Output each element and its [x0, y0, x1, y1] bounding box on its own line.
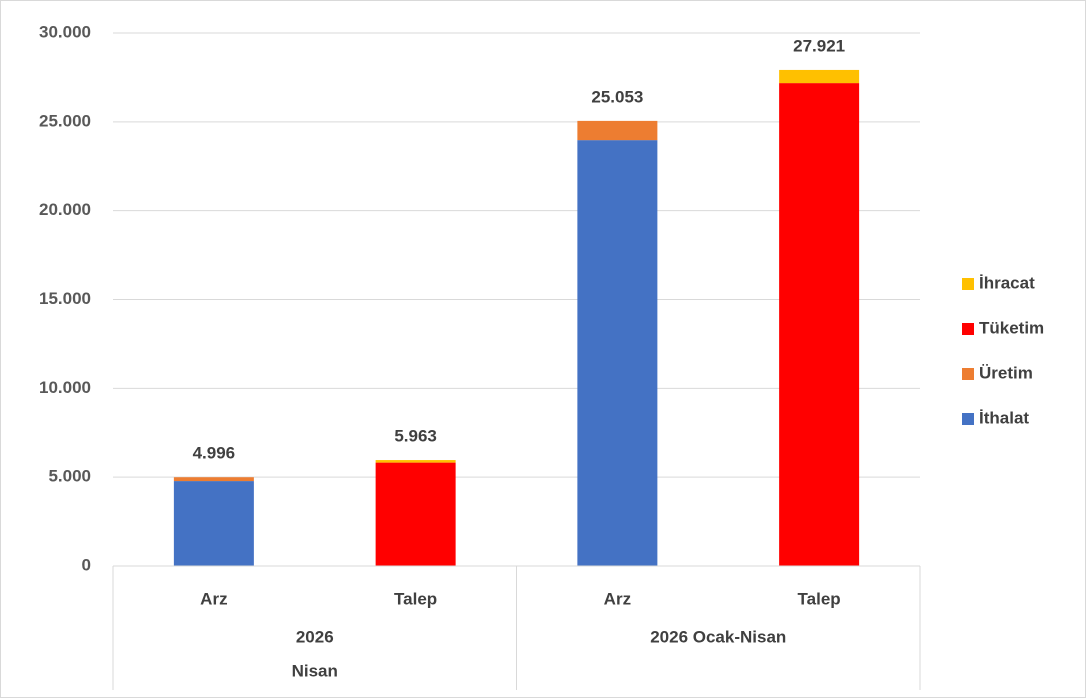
legend-swatch [962, 368, 974, 380]
legend-label: İthalat [979, 408, 1029, 427]
y-tick-label: 0 [82, 555, 91, 574]
x-tick-label: Talep [798, 589, 841, 608]
total-label: 25.053 [591, 87, 643, 106]
bar-segment [173, 477, 254, 482]
group-label: 2026 Ocak-Nisan [650, 627, 786, 646]
legend-label: İhracat [979, 273, 1035, 292]
legend-swatch [962, 323, 974, 335]
bar-segment [577, 140, 658, 566]
y-tick-label: 20.000 [39, 200, 91, 219]
bar-segment [375, 462, 456, 566]
total-label: 5.963 [394, 427, 437, 446]
x-tick-label: Arz [604, 589, 631, 608]
y-tick-label: 15.000 [39, 289, 91, 308]
total-label: 27.921 [793, 36, 845, 55]
y-tick-label: 10.000 [39, 378, 91, 397]
legend-label: Tüketim [979, 318, 1044, 337]
x-tick-label: Arz [200, 589, 227, 608]
legend-swatch [962, 278, 974, 290]
legend-label: Üretim [979, 363, 1033, 382]
y-tick-label: 30.000 [39, 22, 91, 41]
bar-segment [779, 69, 860, 84]
total-label: 4.996 [193, 444, 236, 463]
y-tick-label: 5.000 [48, 467, 91, 486]
x-tick-label: Talep [394, 589, 437, 608]
y-tick-label: 25.000 [39, 111, 91, 130]
legend-swatch [962, 413, 974, 425]
group-label: 2026 [296, 627, 334, 646]
bar-segment [173, 481, 254, 566]
bar-segment [779, 83, 860, 567]
bar-segment [375, 460, 456, 463]
bar-segment [577, 120, 658, 141]
group-label: Nisan [292, 661, 338, 680]
